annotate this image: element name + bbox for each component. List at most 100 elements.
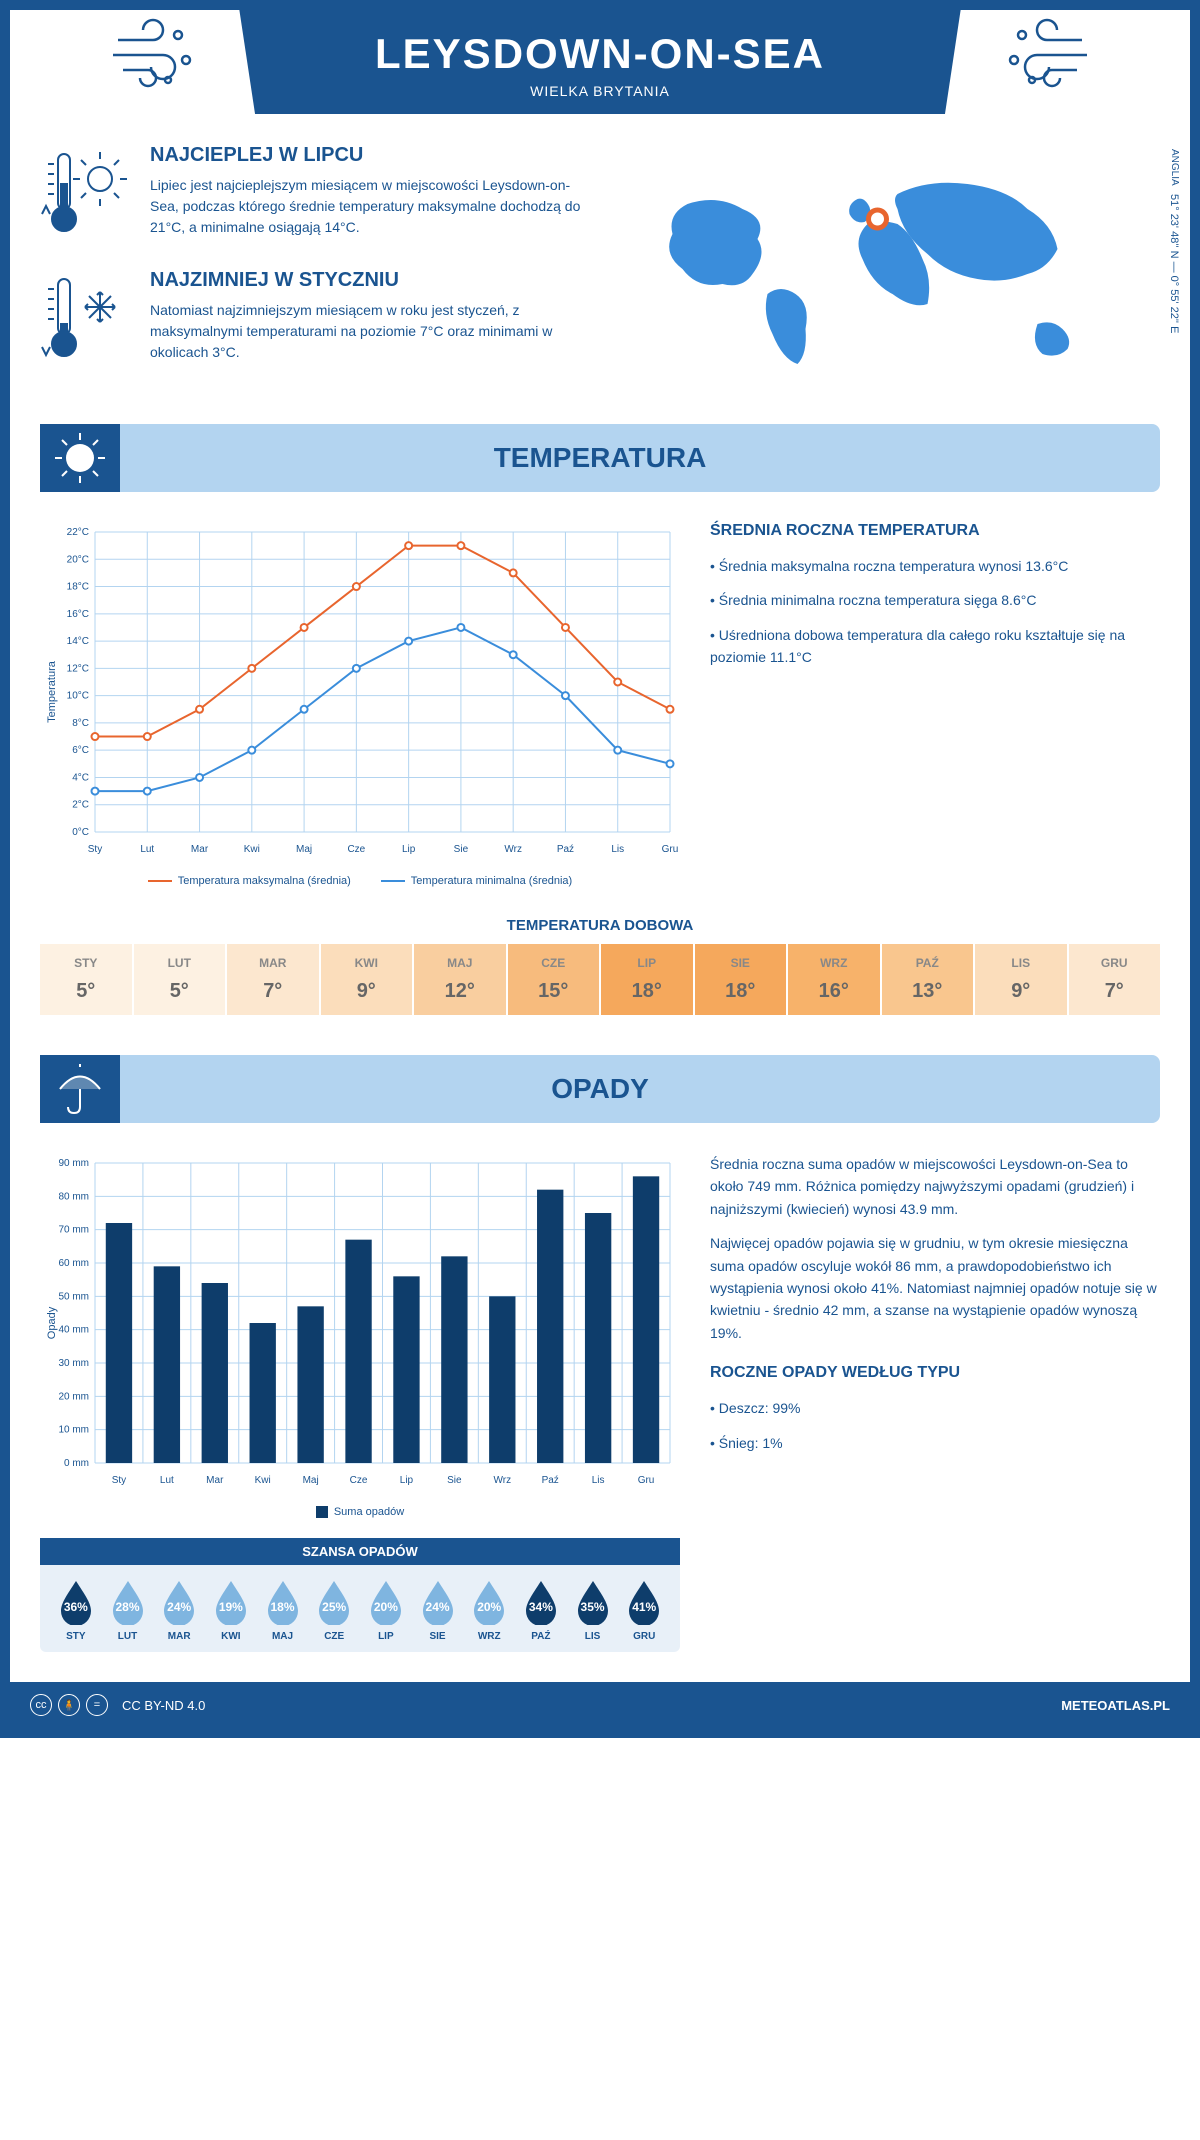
daily-temp-cell: STY5°: [40, 944, 132, 1015]
avg-temp-b2: • Średnia minimalna roczna temperatura s…: [710, 589, 1160, 611]
temperature-section-header: TEMPERATURA: [40, 424, 1160, 492]
world-map: [615, 144, 1160, 394]
svg-text:Gru: Gru: [662, 844, 679, 855]
svg-text:Lis: Lis: [592, 1475, 605, 1486]
region-label: ANGLIA: [1169, 149, 1180, 186]
svg-text:Lis: Lis: [611, 844, 624, 855]
daily-temp-cell: MAJ12°: [414, 944, 506, 1015]
footer: cc 🧍 = CC BY-ND 4.0 METEOATLAS.PL: [10, 1682, 1190, 1728]
precip-chance-panel: SZANSA OPADÓW 36%STY28%LUT24%MAR19%KWI18…: [40, 1538, 680, 1652]
daily-temp-cell: GRU7°: [1069, 944, 1161, 1015]
thermometer-cold-icon: [40, 269, 130, 369]
daily-temp-grid: STY5°LUT5°MAR7°KWI9°MAJ12°CZE15°LIP18°SI…: [40, 944, 1160, 1015]
precip-chance-item: 24%SIE: [412, 1577, 464, 1642]
thermometer-hot-icon: [40, 144, 130, 244]
svg-text:Maj: Maj: [296, 844, 312, 855]
hottest-block: NAJCIEPLEJ W LIPCU Lipiec jest najcieple…: [40, 144, 585, 244]
daily-temp-cell: MAR7°: [227, 944, 319, 1015]
precip-chart-legend: Suma opadów: [40, 1506, 680, 1518]
svg-text:Paź: Paź: [557, 844, 574, 855]
nd-icon: =: [86, 1694, 108, 1716]
daily-temp-cell: KWI9°: [321, 944, 413, 1015]
precip-chance-item: 25%CZE: [308, 1577, 360, 1642]
precipitation-section-header: OPADY: [40, 1055, 1160, 1123]
license-text: CC BY-ND 4.0: [122, 1698, 205, 1713]
daily-temp-title: TEMPERATURA DOBOWA: [40, 917, 1160, 934]
coordinates: 51° 23' 48'' N — 0° 55' 22'' E: [1168, 194, 1180, 333]
temperature-line-chart: 0°C2°C4°C6°C8°C10°C12°C14°C16°C18°C20°C2…: [40, 522, 680, 862]
header: LEYSDOWN-ON-SEA WIELKA BRYTANIA: [40, 10, 1160, 114]
legend-min-label: Temperatura minimalna (średnia): [411, 875, 572, 887]
umbrella-icon: [40, 1055, 120, 1123]
precip-chance-item: 18%MAJ: [257, 1577, 309, 1642]
coldest-block: NAJZIMNIEJ W STYCZNIU Natomiast najzimni…: [40, 269, 585, 369]
precip-p1: Średnia roczna suma opadów w miejscowośc…: [710, 1153, 1160, 1220]
svg-text:30 mm: 30 mm: [58, 1358, 89, 1369]
svg-text:16°C: 16°C: [67, 609, 89, 620]
temperature-title: TEMPERATURA: [494, 442, 707, 473]
svg-text:Sie: Sie: [454, 844, 469, 855]
precipitation-title: OPADY: [551, 1073, 649, 1104]
svg-text:20 mm: 20 mm: [58, 1391, 89, 1402]
svg-text:80 mm: 80 mm: [58, 1191, 89, 1202]
hottest-text: Lipiec jest najcieplejszym miesiącem w m…: [150, 175, 585, 238]
svg-text:Mar: Mar: [191, 844, 209, 855]
svg-text:2°C: 2°C: [72, 800, 89, 811]
svg-text:8°C: 8°C: [72, 718, 89, 729]
avg-temp-b1: • Średnia maksymalna roczna temperatura …: [710, 555, 1160, 577]
title-banner: LEYSDOWN-ON-SEA WIELKA BRYTANIA: [208, 10, 992, 114]
svg-text:0°C: 0°C: [72, 827, 89, 838]
svg-text:Opady: Opady: [46, 1306, 58, 1339]
precip-chance-item: 28%LUT: [102, 1577, 154, 1642]
svg-text:40 mm: 40 mm: [58, 1325, 89, 1336]
coldest-title: NAJZIMNIEJ W STYCZNIU: [150, 269, 585, 292]
precipitation-row: 0 mm10 mm20 mm30 mm40 mm50 mm60 mm70 mm8…: [40, 1153, 1160, 1652]
svg-text:Sty: Sty: [88, 844, 102, 855]
hottest-title: NAJCIEPLEJ W LIPCU: [150, 144, 585, 167]
svg-text:0 mm: 0 mm: [64, 1458, 89, 1469]
svg-text:Lip: Lip: [402, 844, 416, 855]
svg-text:22°C: 22°C: [67, 527, 89, 538]
coldest-text: Natomiast najzimniejszym miesiącem w rok…: [150, 300, 585, 363]
svg-text:12°C: 12°C: [67, 663, 89, 674]
legend-precip-label: Suma opadów: [334, 1506, 404, 1518]
svg-text:Lut: Lut: [160, 1475, 174, 1486]
svg-text:14°C: 14°C: [67, 636, 89, 647]
svg-text:4°C: 4°C: [72, 772, 89, 783]
svg-text:70 mm: 70 mm: [58, 1225, 89, 1236]
precipitation-bar-chart: 0 mm10 mm20 mm30 mm40 mm50 mm60 mm70 mm8…: [40, 1153, 680, 1493]
svg-text:Mar: Mar: [206, 1475, 224, 1486]
svg-text:Lip: Lip: [400, 1475, 414, 1486]
daily-temp-cell: CZE15°: [508, 944, 600, 1015]
svg-text:Gru: Gru: [638, 1475, 655, 1486]
svg-text:Cze: Cze: [350, 1475, 368, 1486]
svg-text:10°C: 10°C: [67, 691, 89, 702]
cc-icon: cc: [30, 1694, 52, 1716]
svg-text:Wrz: Wrz: [504, 844, 522, 855]
precip-chance-item: 20%LIP: [360, 1577, 412, 1642]
license-block: cc 🧍 = CC BY-ND 4.0: [30, 1694, 205, 1716]
temp-chart-legend: Temperatura maksymalna (średnia) Tempera…: [40, 875, 680, 887]
site-name: METEOATLAS.PL: [1061, 1698, 1170, 1713]
wind-icon-right: [992, 15, 1092, 109]
svg-text:Cze: Cze: [347, 844, 365, 855]
svg-text:Maj: Maj: [303, 1475, 319, 1486]
svg-text:Paź: Paź: [542, 1475, 559, 1486]
svg-text:Temperatura: Temperatura: [46, 660, 58, 723]
daily-temp-cell: PAŹ13°: [882, 944, 974, 1015]
temperature-row: 0°C2°C4°C6°C8°C10°C12°C14°C16°C18°C20°C2…: [40, 522, 1160, 887]
daily-temp-cell: LUT5°: [134, 944, 226, 1015]
svg-text:50 mm: 50 mm: [58, 1291, 89, 1302]
precip-chance-item: 35%LIS: [567, 1577, 619, 1642]
precip-chance-item: 24%MAR: [153, 1577, 205, 1642]
by-icon: 🧍: [58, 1694, 80, 1716]
daily-temp-cell: SIE18°: [695, 944, 787, 1015]
svg-text:10 mm: 10 mm: [58, 1425, 89, 1436]
precip-chance-title: SZANSA OPADÓW: [40, 1538, 680, 1565]
precip-type1: • Deszcz: 99%: [710, 1397, 1160, 1419]
daily-temp-cell: WRZ16°: [788, 944, 880, 1015]
svg-text:20°C: 20°C: [67, 554, 89, 565]
svg-text:Sty: Sty: [112, 1475, 126, 1486]
precip-chance-item: 19%KWI: [205, 1577, 257, 1642]
svg-text:Lut: Lut: [140, 844, 154, 855]
